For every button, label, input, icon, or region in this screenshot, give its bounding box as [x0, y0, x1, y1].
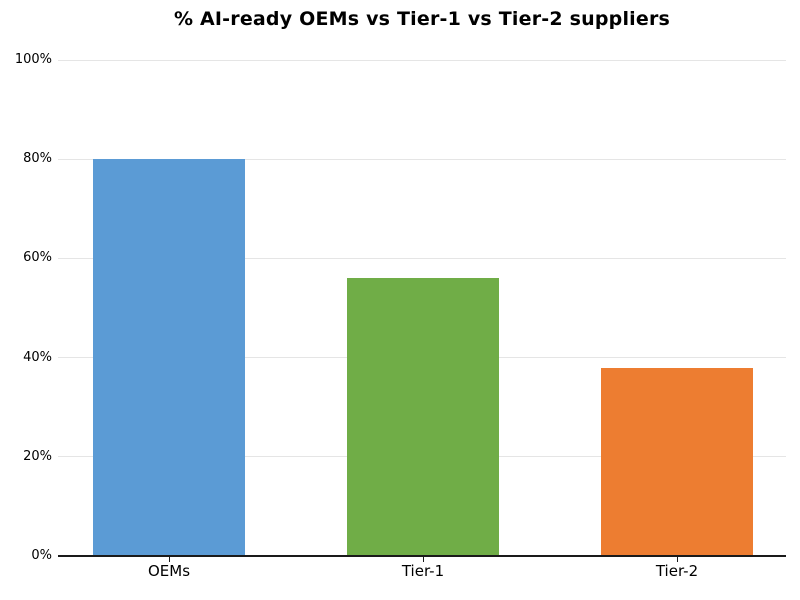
x-tick-label-tier-2: Tier-2	[655, 562, 699, 580]
x-tick	[168, 557, 170, 562]
x-tick	[422, 557, 424, 562]
bar-tier-1	[347, 278, 499, 556]
bar-oems	[93, 159, 245, 556]
y-tick-label: 100%	[14, 52, 52, 67]
y-tick-label: 0%	[31, 548, 52, 563]
x-tick-label-oems: OEMs	[147, 562, 191, 580]
chart-title: % AI-ready OEMs vs Tier-1 vs Tier-2 supp…	[173, 8, 671, 30]
x-axis-line	[58, 555, 786, 557]
x-tick	[676, 557, 678, 562]
gridline	[58, 59, 786, 61]
y-tick-label: 40%	[23, 349, 52, 365]
x-tick-label-tier-1: Tier-1	[401, 562, 445, 580]
gridline	[58, 158, 786, 160]
y-tick-label: 80%	[23, 151, 52, 167]
y-tick-label: 60%	[23, 250, 52, 266]
bar-tier-2	[601, 367, 753, 556]
gridline	[58, 257, 786, 259]
y-tick-label: 20%	[23, 448, 52, 464]
